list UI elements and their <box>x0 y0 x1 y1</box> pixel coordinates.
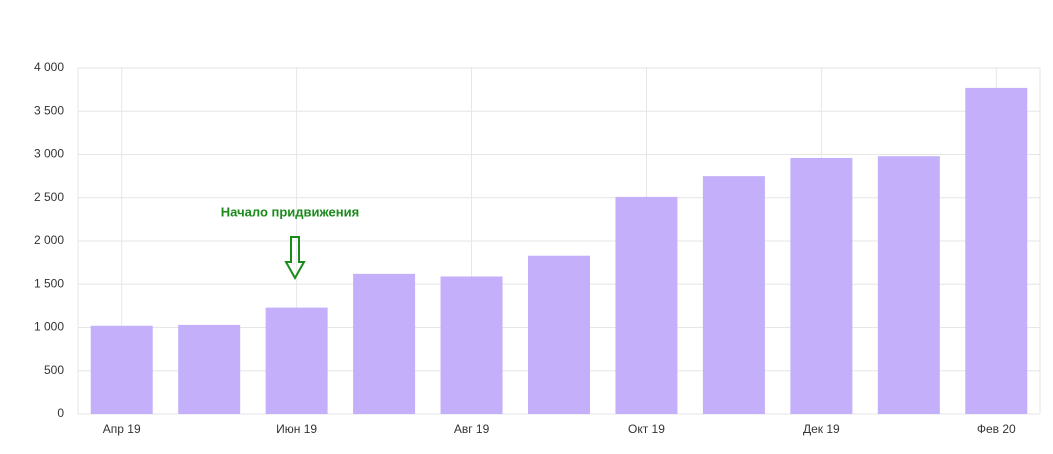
y-tick-label: 0 <box>57 406 64 420</box>
bar <box>178 324 241 414</box>
bars <box>90 87 1028 415</box>
y-tick-label: 3 500 <box>34 103 64 117</box>
y-tick-label: 4 000 <box>34 60 64 74</box>
bar <box>702 176 765 414</box>
y-tick-label: 2 500 <box>34 190 64 204</box>
bar <box>615 196 678 414</box>
bar <box>528 255 590 414</box>
x-tick-label: Апр 19 <box>103 422 141 436</box>
bar <box>353 273 416 414</box>
bar <box>265 307 328 414</box>
bar <box>790 157 853 414</box>
x-tick-label: Фев 20 <box>977 422 1016 436</box>
y-tick-label: 3 000 <box>34 147 64 161</box>
annotation: Начало придвижения <box>221 204 359 219</box>
annotation-arrow <box>284 236 306 281</box>
x-tick-label: Авг 19 <box>454 422 490 436</box>
x-tick-label: Июн 19 <box>276 422 317 436</box>
x-tick-label: Дек 19 <box>803 422 840 436</box>
bar <box>440 276 503 414</box>
y-tick-label: 2 000 <box>34 233 64 247</box>
bar <box>877 156 940 415</box>
x-tick-label: Окт 19 <box>628 422 665 436</box>
y-tick-label: 1 500 <box>34 276 64 290</box>
bar <box>965 87 1028 415</box>
bar <box>90 325 153 414</box>
y-tick-label: 500 <box>44 363 64 377</box>
y-tick-label: 1 000 <box>34 320 64 334</box>
